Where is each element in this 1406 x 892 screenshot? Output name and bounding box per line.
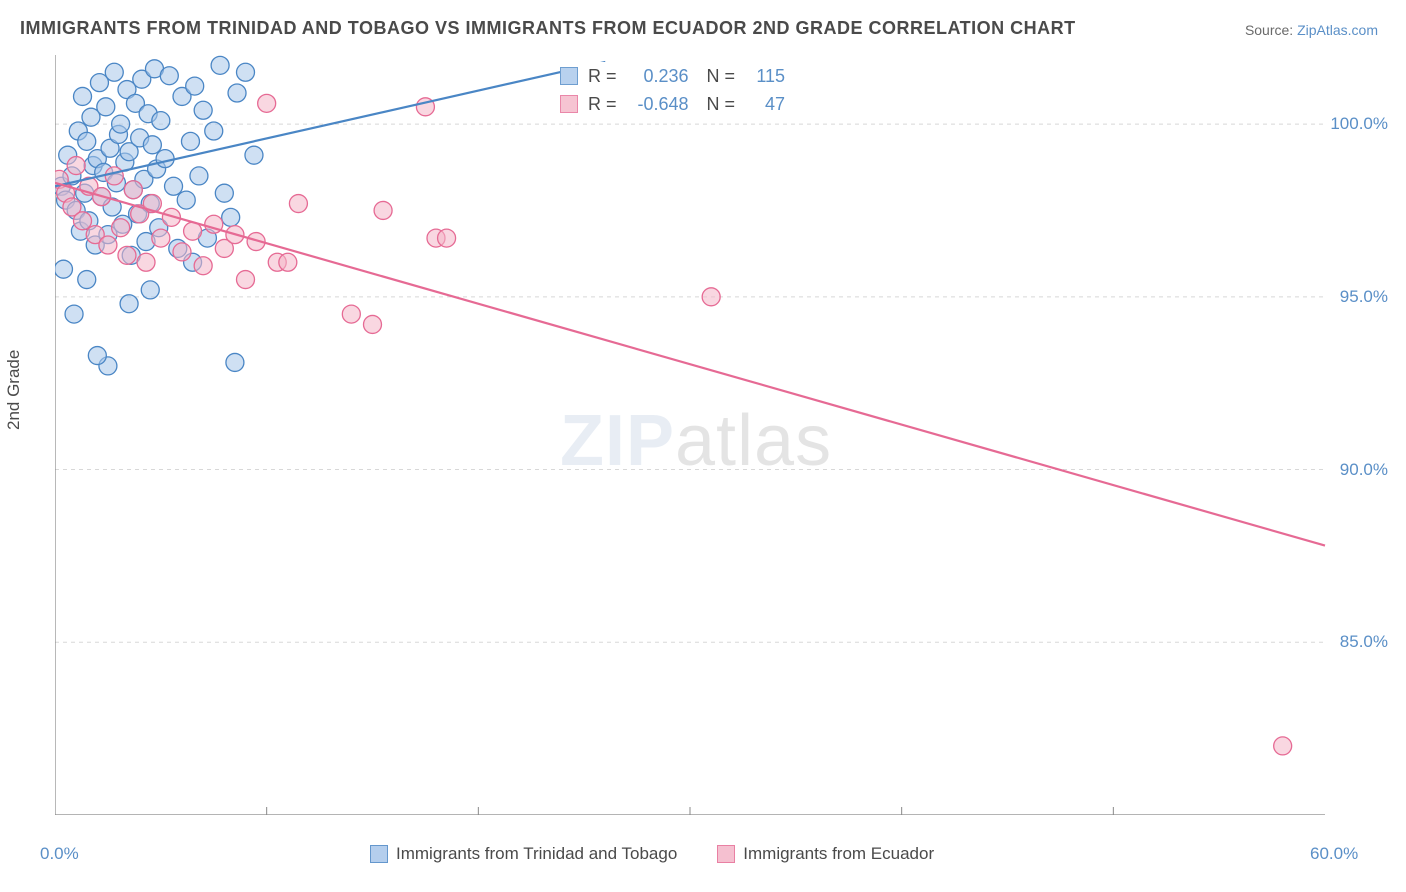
- source-value: ZipAtlas.com: [1297, 22, 1378, 38]
- x-tick-label: 60.0%: [1310, 844, 1358, 864]
- y-tick-label: 90.0%: [1340, 460, 1388, 480]
- series-legend: Immigrants from Trinidad and Tobago Immig…: [370, 844, 934, 864]
- legend-swatch: [370, 845, 388, 863]
- series-legend-label: Immigrants from Trinidad and Tobago: [396, 844, 677, 864]
- correlation-legend: R = 0.236 N = 115 R = -0.648 N = 47: [560, 62, 785, 118]
- series-legend-label: Immigrants from Ecuador: [743, 844, 934, 864]
- legend-n-label: N =: [707, 66, 736, 87]
- legend-r-value: -0.648: [627, 94, 689, 115]
- y-tick-label: 85.0%: [1340, 632, 1388, 652]
- legend-swatch: [560, 95, 578, 113]
- legend-row: R = -0.648 N = 47: [560, 90, 785, 118]
- series-legend-item: Immigrants from Trinidad and Tobago: [370, 844, 677, 864]
- legend-r-label: R =: [588, 66, 617, 87]
- legend-n-value: 47: [745, 94, 785, 115]
- source-label: Source:: [1245, 22, 1293, 38]
- legend-n-value: 115: [745, 66, 785, 87]
- y-tick-label: 95.0%: [1340, 287, 1388, 307]
- legend-r-value: 0.236: [627, 66, 689, 87]
- legend-swatch: [560, 67, 578, 85]
- y-axis-label: 2nd Grade: [4, 350, 24, 430]
- series-legend-item: Immigrants from Ecuador: [717, 844, 934, 864]
- legend-swatch: [717, 845, 735, 863]
- x-tick-label: 0.0%: [40, 844, 79, 864]
- legend-row: R = 0.236 N = 115: [560, 62, 785, 90]
- legend-n-label: N =: [707, 94, 736, 115]
- source-attribution: Source: ZipAtlas.com: [1245, 22, 1378, 38]
- scatter-chart: [55, 55, 1345, 815]
- y-tick-label: 100.0%: [1330, 114, 1388, 134]
- chart-title: IMMIGRANTS FROM TRINIDAD AND TOBAGO VS I…: [20, 18, 1076, 39]
- legend-r-label: R =: [588, 94, 617, 115]
